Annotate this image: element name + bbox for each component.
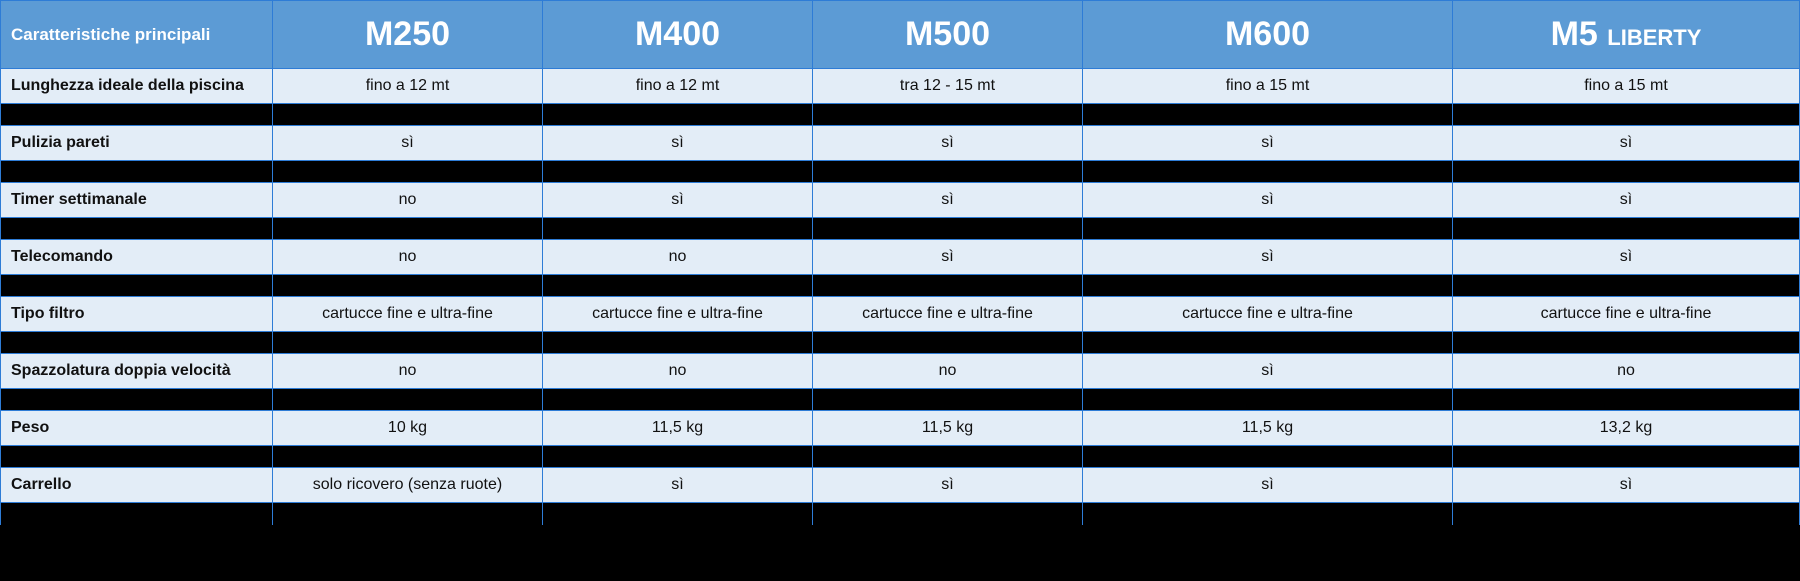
table-row: Spazzolatura doppia velocitànononosìno bbox=[1, 354, 1800, 389]
cell: sì bbox=[813, 240, 1083, 275]
cell: solo ricovero (senza ruote) bbox=[273, 468, 543, 503]
cell: sì bbox=[813, 468, 1083, 503]
header-model-3: M600 bbox=[1083, 1, 1453, 69]
cell: sì bbox=[543, 183, 813, 218]
cell: sì bbox=[1083, 354, 1453, 389]
header-model-1: M400 bbox=[543, 1, 813, 69]
table-row: Timer settimanalenosìsìsìsì bbox=[1, 183, 1800, 218]
cell: 10 kg bbox=[273, 411, 543, 446]
row-label: Lunghezza ideale della piscina bbox=[1, 69, 273, 104]
table-header-row: Caratteristiche principali M250 M400 M50… bbox=[1, 1, 1800, 69]
cell: tra 12 - 15 mt bbox=[813, 69, 1083, 104]
table-row: Telecomandononosìsìsì bbox=[1, 240, 1800, 275]
cell: sì bbox=[1083, 240, 1453, 275]
gap-row bbox=[1, 104, 1800, 126]
cell: sì bbox=[1453, 240, 1800, 275]
gap-row bbox=[1, 446, 1800, 468]
cell: cartucce fine e ultra-fine bbox=[1453, 297, 1800, 332]
cell: fino a 15 mt bbox=[1453, 69, 1800, 104]
cell: sì bbox=[1453, 183, 1800, 218]
cell: sì bbox=[813, 183, 1083, 218]
cell: no bbox=[273, 183, 543, 218]
gap-row bbox=[1, 161, 1800, 183]
cell: cartucce fine e ultra-fine bbox=[813, 297, 1083, 332]
header-model-4: M5 LIBERTY bbox=[1453, 1, 1800, 69]
table-row: Tipo filtrocartucce fine e ultra-finecar… bbox=[1, 297, 1800, 332]
cell: fino a 12 mt bbox=[543, 69, 813, 104]
cell: cartucce fine e ultra-fine bbox=[273, 297, 543, 332]
row-label: Pulizia pareti bbox=[1, 126, 273, 161]
row-label: Spazzolatura doppia velocità bbox=[1, 354, 273, 389]
cell: sì bbox=[273, 126, 543, 161]
header-label: Caratteristiche principali bbox=[1, 1, 273, 69]
table-row: Lunghezza ideale della piscinafino a 12 … bbox=[1, 69, 1800, 104]
row-label: Peso bbox=[1, 411, 273, 446]
header-model-0: M250 bbox=[273, 1, 543, 69]
table-row: Peso10 kg11,5 kg11,5 kg11,5 kg13,2 kg bbox=[1, 411, 1800, 446]
cell: 13,2 kg bbox=[1453, 411, 1800, 446]
row-label: Timer settimanale bbox=[1, 183, 273, 218]
row-label: Tipo filtro bbox=[1, 297, 273, 332]
cell: 11,5 kg bbox=[813, 411, 1083, 446]
cell: sì bbox=[543, 126, 813, 161]
cell: sì bbox=[1083, 126, 1453, 161]
table-row: Carrellosolo ricovero (senza ruote)sìsìs… bbox=[1, 468, 1800, 503]
cell: sì bbox=[1453, 468, 1800, 503]
gap-row bbox=[1, 503, 1800, 525]
gap-row bbox=[1, 332, 1800, 354]
cell: sì bbox=[1453, 126, 1800, 161]
gap-row bbox=[1, 389, 1800, 411]
cell: 11,5 kg bbox=[1083, 411, 1453, 446]
cell: sì bbox=[1083, 468, 1453, 503]
cell: sì bbox=[1083, 183, 1453, 218]
cell: cartucce fine e ultra-fine bbox=[1083, 297, 1453, 332]
gap-row bbox=[1, 275, 1800, 297]
comparison-table: Caratteristiche principali M250 M400 M50… bbox=[0, 0, 1800, 525]
cell: fino a 12 mt bbox=[273, 69, 543, 104]
cell: sì bbox=[543, 468, 813, 503]
cell: no bbox=[273, 240, 543, 275]
row-label: Telecomando bbox=[1, 240, 273, 275]
cell: 11,5 kg bbox=[543, 411, 813, 446]
header-model-2: M500 bbox=[813, 1, 1083, 69]
row-label: Carrello bbox=[1, 468, 273, 503]
cell: fino a 15 mt bbox=[1083, 69, 1453, 104]
cell: no bbox=[813, 354, 1083, 389]
cell: sì bbox=[813, 126, 1083, 161]
table-row: Pulizia paretisìsìsìsìsì bbox=[1, 126, 1800, 161]
cell: no bbox=[273, 354, 543, 389]
cell: cartucce fine e ultra-fine bbox=[543, 297, 813, 332]
cell: no bbox=[1453, 354, 1800, 389]
cell: no bbox=[543, 354, 813, 389]
cell: no bbox=[543, 240, 813, 275]
gap-row bbox=[1, 218, 1800, 240]
